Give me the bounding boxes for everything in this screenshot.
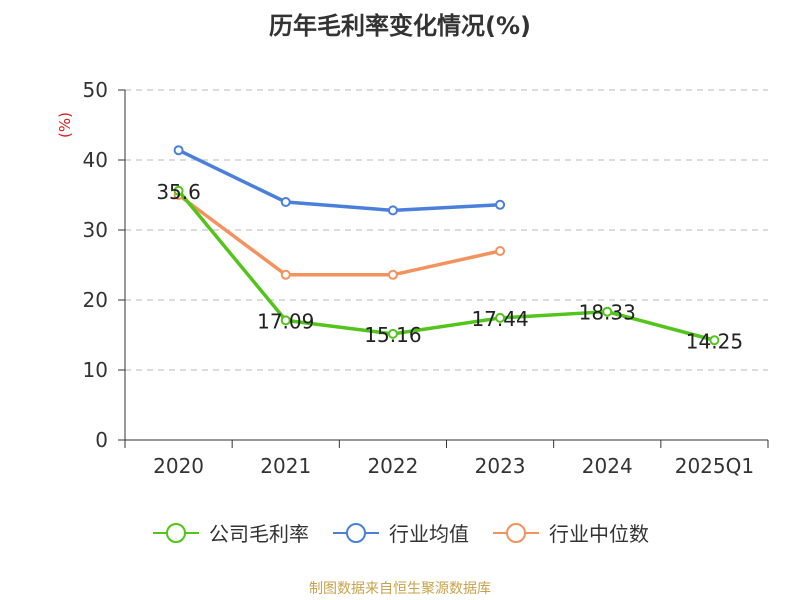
data-label: 17.44: [471, 307, 528, 331]
y-tick-label: 50: [83, 78, 108, 102]
data-point: [280, 315, 291, 326]
data-point: [173, 145, 184, 156]
x-tick-label: 2021: [260, 454, 311, 478]
data-point: [709, 335, 720, 346]
data-label: 14.25: [686, 329, 743, 353]
legend-swatch-marker: [506, 522, 526, 543]
x-tick-label: 2020: [153, 454, 204, 478]
data-point: [387, 205, 398, 216]
legend-swatch-marker: [166, 522, 186, 543]
data-point: [495, 246, 506, 256]
data-label: 17.09: [257, 309, 314, 333]
y-tick-label: 40: [83, 148, 108, 172]
y-tick-label: 20: [83, 288, 108, 312]
series-layer: [173, 145, 720, 346]
legend-swatch-icon: [333, 522, 379, 543]
data-point: [280, 269, 291, 280]
legend-label: 行业中位数: [549, 522, 649, 546]
legend-label: 行业均值: [389, 522, 469, 546]
data-point: [387, 328, 398, 339]
y-tick-label: 30: [83, 218, 108, 242]
y-axis-label: (%): [56, 112, 74, 138]
x-tick-label: 2024: [582, 454, 633, 478]
axis-layer: 0 10 20 30 40 50 2020 2021 2022 2023 2024 2025Q1 (%): [56, 78, 769, 478]
legend-item[interactable]: 行业均值: [331, 518, 469, 547]
grid-layer: [125, 89, 768, 371]
series-line: [177, 189, 715, 342]
legend-swatch-icon: [153, 522, 199, 543]
data-point: [173, 185, 184, 196]
source-note: 制图数据来自恒生聚源数据库: [309, 581, 491, 597]
y-tick-label: 10: [83, 358, 108, 382]
data-point: [495, 199, 506, 210]
data-point: [602, 306, 613, 317]
x-tick-label: 2025Q1: [675, 454, 754, 478]
legend-item[interactable]: 行业中位数: [491, 518, 649, 547]
data-label: 35.6: [156, 180, 201, 204]
data-point: [387, 269, 398, 280]
data-label-layer: 35.6 17.09 15.16 17.44 18.33 14.25: [156, 180, 743, 353]
y-tick-label: 0: [95, 428, 108, 452]
x-tick-label: 2023: [475, 454, 526, 478]
legend: 公司毛利率 行业均值 行业中位数: [0, 518, 800, 547]
data-label: 18.33: [579, 301, 636, 325]
x-tick-label: 2022: [367, 454, 418, 478]
data-point: [495, 312, 506, 323]
legend-swatch-marker: [346, 522, 366, 543]
data-label: 15.16: [364, 323, 421, 347]
legend-item[interactable]: 公司毛利率: [151, 518, 309, 547]
legend-swatch-icon: [493, 522, 539, 543]
data-point: [280, 197, 291, 207]
series-line: [177, 148, 501, 213]
series-line: [177, 193, 501, 277]
chart-title: 历年毛利率变化情况(%): [269, 12, 531, 40]
legend-label: 公司毛利率: [209, 522, 309, 546]
